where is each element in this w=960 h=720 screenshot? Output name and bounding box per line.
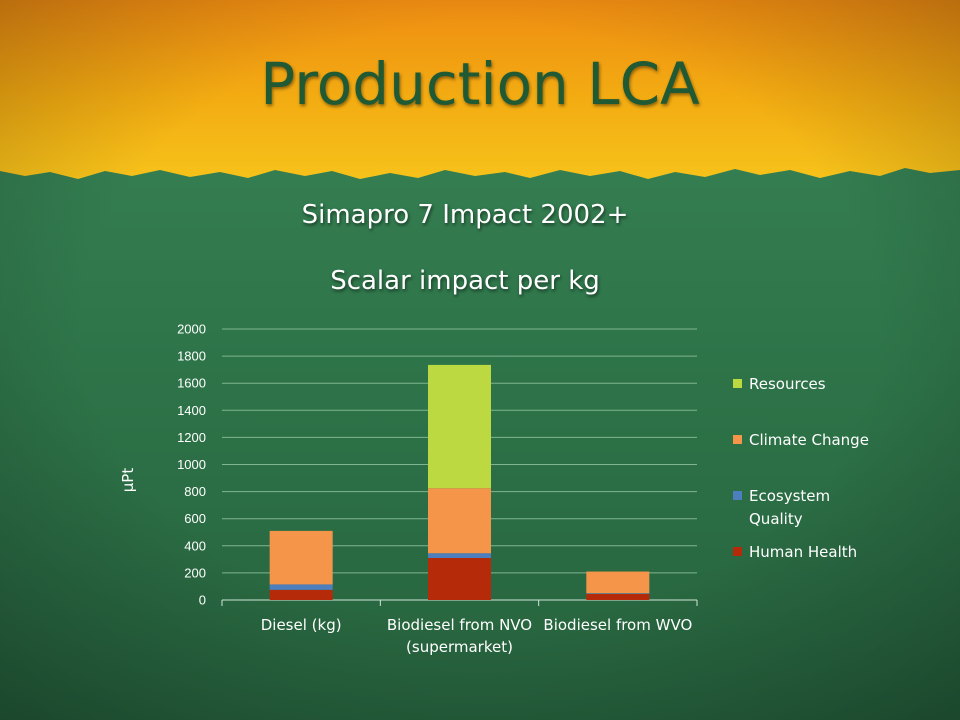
bar-segment-human-health bbox=[269, 589, 333, 600]
y-tick-label: 800 bbox=[184, 484, 206, 499]
y-tick-label: 0 bbox=[199, 593, 206, 608]
chart-subtitle-method: Simapro 7 Impact 2002+ bbox=[301, 200, 629, 230]
legend-swatch bbox=[733, 491, 742, 500]
chart-subtitle-metric: Scalar impact per kg bbox=[330, 266, 600, 296]
bar-segment-human-health bbox=[586, 593, 650, 600]
y-tick-label: 1000 bbox=[177, 457, 206, 472]
bar-segment-climate-change bbox=[586, 571, 650, 594]
bar-segment-climate-change bbox=[428, 488, 491, 554]
x-category-label: Biodiesel from NVO bbox=[387, 616, 532, 634]
bar-segment-resources bbox=[428, 364, 491, 489]
bar-segment-human-health bbox=[428, 557, 491, 600]
y-tick-label: 600 bbox=[184, 511, 206, 526]
bar-segment-ecosystem-quality bbox=[586, 593, 650, 594]
bar-segment-ecosystem-quality bbox=[269, 584, 333, 590]
legend-swatch bbox=[733, 379, 742, 388]
legend-label: Climate Change bbox=[749, 431, 869, 449]
bar-segment-ecosystem-quality bbox=[428, 553, 491, 558]
legend-label: Quality bbox=[749, 510, 803, 528]
y-tick-label: 200 bbox=[184, 565, 206, 580]
y-tick-label: 1600 bbox=[177, 376, 206, 391]
legend-label: Human Health bbox=[749, 543, 857, 561]
y-axis-label: µPt bbox=[119, 468, 137, 493]
y-tick-label: 2000 bbox=[177, 322, 206, 337]
y-tick-label: 1400 bbox=[177, 403, 206, 418]
y-tick-label: 1800 bbox=[177, 349, 206, 364]
legend-label: Resources bbox=[749, 375, 826, 393]
legend-swatch bbox=[733, 547, 742, 556]
x-category-label: (supermarket) bbox=[406, 638, 513, 656]
y-tick-label: 400 bbox=[184, 538, 206, 553]
x-category-label: Biodiesel from WVO bbox=[543, 616, 692, 634]
legend-label: Ecosystem bbox=[749, 487, 830, 505]
slide-title: Production LCA bbox=[260, 50, 700, 118]
legend-swatch bbox=[733, 435, 742, 444]
bar-segment-climate-change bbox=[269, 530, 333, 585]
y-tick-label: 1200 bbox=[177, 430, 206, 445]
x-category-label: Diesel (kg) bbox=[261, 616, 342, 634]
